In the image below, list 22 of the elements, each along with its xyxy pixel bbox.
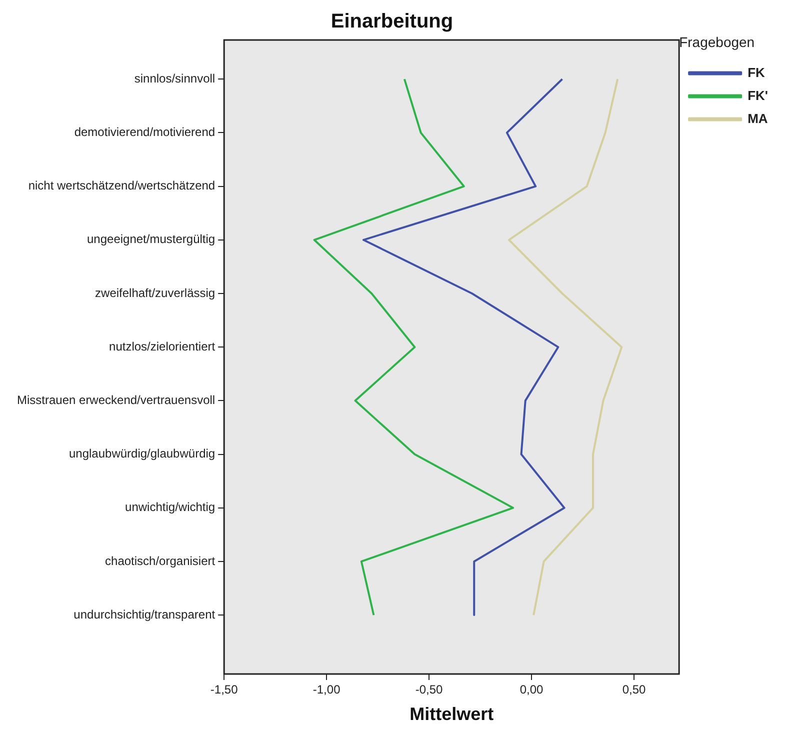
- y-tick-label: unglaubwürdig/glaubwürdig: [68, 446, 216, 461]
- y-tick-label: zweifelhaft/zuverlässig: [95, 286, 216, 300]
- legend-label: FK: [748, 64, 766, 80]
- y-tick-label: sinnlos/sinnvoll: [134, 71, 216, 86]
- y-tick-label: nicht wertschätzend/wertschätzend: [28, 178, 216, 193]
- y-tick-label: chaotisch/organisiert: [105, 554, 216, 568]
- x-tick-label: -1,00: [312, 682, 341, 697]
- legend-title: Fragebogen: [679, 34, 755, 50]
- x-tick-label: -0,50: [415, 682, 444, 697]
- y-tick-label: Misstrauen erweckend/vertrauensvoll: [16, 392, 216, 407]
- x-tick-label: 0,00: [520, 682, 544, 697]
- y-tick-label: unwichtig/wichtig: [125, 500, 216, 514]
- x-tick-label: 0,50: [622, 682, 646, 697]
- y-tick-label: demotivierend/motivierend: [74, 125, 216, 140]
- y-tick-label: nutzlos/zielorientiert: [109, 339, 216, 354]
- legend-label: MA: [748, 110, 768, 126]
- legend-label: FK': [748, 88, 768, 103]
- chart-title: Einarbeitung: [330, 10, 454, 33]
- x-tick-label: -1,50: [210, 682, 238, 697]
- y-tick-label: undurchsichtig/transparent: [74, 607, 216, 622]
- x-axis-title: Mittelwert: [410, 704, 494, 724]
- y-tick-label: ungeeignet/mustergültig: [86, 232, 216, 246]
